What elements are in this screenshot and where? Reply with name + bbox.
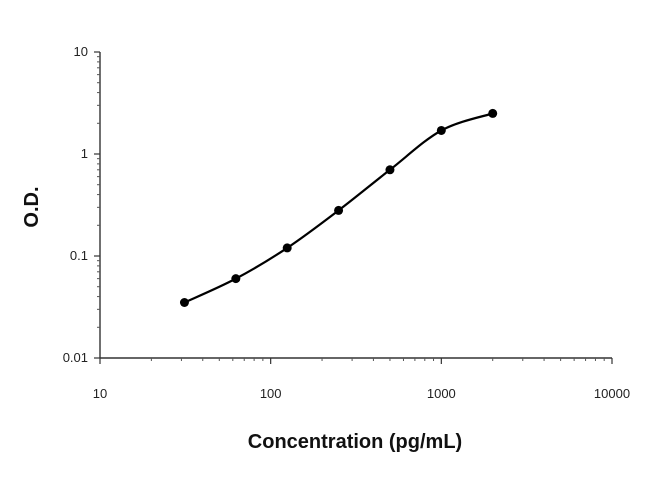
data-point (231, 274, 241, 284)
y-tick-label: 10 (74, 44, 88, 59)
data-point (488, 108, 498, 118)
y-tick-label: 0.1 (70, 248, 88, 263)
tick-labels: 0.01 0.1 1 10 10 100 1000 10000 (63, 44, 630, 401)
x-tick-label: 10000 (594, 386, 630, 401)
data-point (385, 165, 395, 175)
x-tick-label: 100 (260, 386, 282, 401)
data-point (436, 125, 446, 135)
points-layer (179, 108, 498, 308)
x-tick-label: 10 (93, 386, 107, 401)
x-axis-title: Concentration (pg/mL) (248, 431, 462, 453)
y-tick-label: 1 (81, 146, 88, 161)
y-tick-label: 0.01 (63, 350, 88, 365)
y-axis-title: O.D. (21, 186, 43, 227)
x-tick-label: 1000 (427, 386, 456, 401)
axes (94, 51, 613, 364)
data-point (334, 205, 344, 215)
data-point (282, 243, 292, 253)
data-point (179, 298, 189, 308)
